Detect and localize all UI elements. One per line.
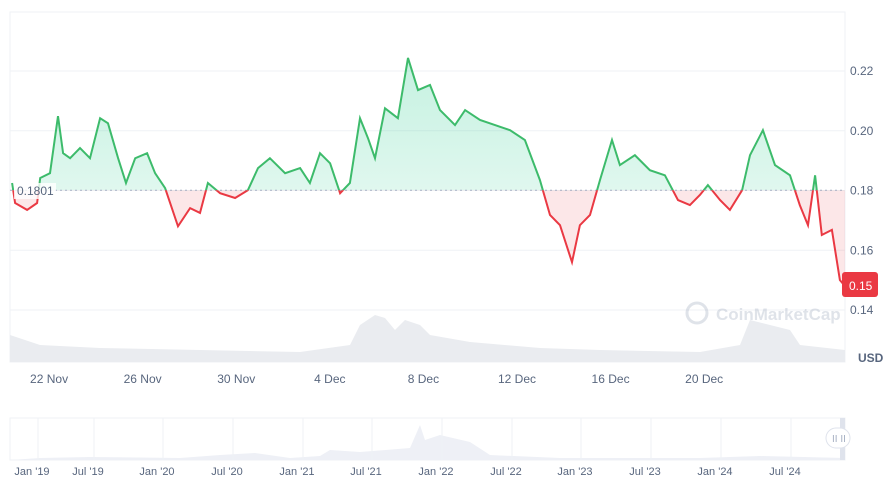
coinmarketcap-logo-icon xyxy=(685,301,709,325)
navigator-tick-label: Jul '21 xyxy=(350,466,381,478)
y-tick-label: 0.22 xyxy=(850,64,874,78)
x-axis: 22 Nov 26 Nov 30 Nov 4 Dec 8 Dec 12 Dec 16 Dec… xyxy=(30,372,723,386)
x-tick-label: 16 Dec xyxy=(592,372,630,386)
x-tick-label: 26 Nov xyxy=(124,372,162,386)
x-tick-label: 12 Dec xyxy=(498,372,536,386)
navigator-tick-label: Jan '19 xyxy=(14,466,49,478)
y-tick-label: 0.16 xyxy=(850,243,874,257)
navigator-tick-label: Jul '19 xyxy=(72,466,103,478)
y-tick-label: 0.20 xyxy=(850,124,874,138)
svg-text:0.1801: 0.1801 xyxy=(17,184,54,198)
y-tick-label: 0.14 xyxy=(850,303,874,317)
price-line-up xyxy=(11,57,818,191)
baseline-label: 0.1801 xyxy=(14,183,56,199)
price-series[interactable] xyxy=(10,57,846,287)
watermark: CoinMarketCap xyxy=(685,301,841,325)
navigator-tick-label: Jul '20 xyxy=(211,466,242,478)
x-tick-label: 4 Dec xyxy=(314,372,345,386)
navigator-tick-label: Jan '21 xyxy=(279,466,314,478)
currency-label: USD xyxy=(858,351,884,365)
y-tick-label: 0.18 xyxy=(850,184,874,198)
x-tick-label: 30 Nov xyxy=(217,372,255,386)
navigator-tick-label: Jan '24 xyxy=(697,466,732,478)
price-area-up xyxy=(12,57,845,191)
navigator-tick-label: Jul '24 xyxy=(769,466,800,478)
navigator-tick-label: Jan '20 xyxy=(139,466,174,478)
watermark-text: CoinMarketCap xyxy=(716,305,841,324)
volume-area-path xyxy=(10,315,845,362)
price-line-down xyxy=(12,190,846,287)
navigator-area xyxy=(10,425,845,460)
navigator-tick-label: Jan '23 xyxy=(557,466,592,478)
navigator-handle[interactable] xyxy=(825,427,851,449)
svg-text:0.15: 0.15 xyxy=(849,279,873,293)
current-price-badge: 0.15 xyxy=(842,272,878,297)
navigator-tick-label: Jul '23 xyxy=(629,466,660,478)
y-axis: 0.22 0.20 0.18 0.16 0.14 xyxy=(850,64,874,317)
navigator-tick-label: Jan '22 xyxy=(418,466,453,478)
x-tick-label: 8 Dec xyxy=(408,372,439,386)
x-tick-label: 22 Nov xyxy=(30,372,68,386)
navigator-tick-label: Jul '22 xyxy=(490,466,521,478)
volume-area xyxy=(10,315,845,362)
range-navigator[interactable]: Jan '19 Jul '19 Jan '20 Jul '20 Jan '21 Jul '… xyxy=(9,417,851,478)
drag-handle-icon: II II xyxy=(832,434,846,445)
x-tick-label: 20 Dec xyxy=(685,372,723,386)
